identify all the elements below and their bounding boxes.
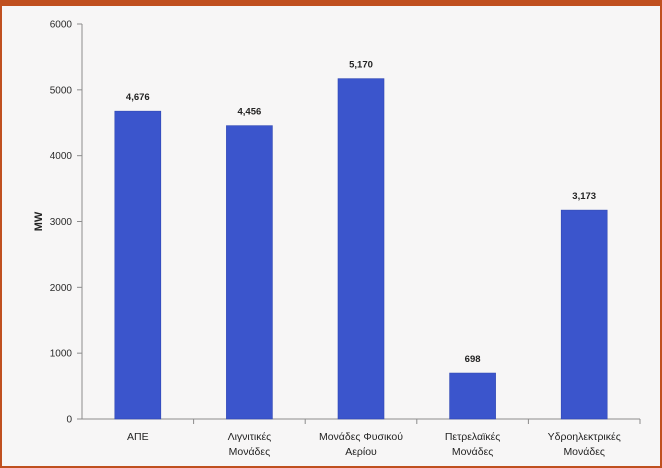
y-tick-label: 2000 (50, 283, 73, 294)
bar (449, 372, 496, 420)
y-tick-label: 6000 (50, 20, 73, 31)
data-label: 4,456 (238, 107, 262, 118)
data-label: 5,170 (349, 60, 373, 71)
x-tick-label: Λιγνιτικές (228, 431, 272, 443)
bars (114, 78, 608, 420)
data-label: 3,173 (572, 191, 596, 202)
x-tick-label: Υδροηλεκτρικές (548, 431, 621, 443)
x-tick-label: Πετρελαϊκές (445, 431, 501, 443)
y-tick-label: 0 (66, 415, 72, 426)
y-axis-label: MW (33, 211, 45, 231)
data-label: 698 (465, 354, 481, 365)
x-tick-label: Μονάδες (452, 446, 494, 458)
x-tick-label: ΑΠΕ (127, 431, 149, 443)
category-labels: ΑΠΕ Λιγνιτικές Μονάδες Μονάδες Φυσικού Αερίο… (127, 419, 641, 458)
x-tick-label: Μονάδες Φυσικού (319, 431, 403, 443)
x-tick-label: Αερίου (345, 446, 377, 458)
data-labels: 4,676 4,456 5,170 698 3,173 (126, 60, 596, 365)
bar (226, 125, 273, 420)
y-tick-label: 4000 (50, 151, 73, 162)
x-tick-label: Μονάδες (229, 446, 271, 458)
bar (337, 78, 385, 420)
x-tick-label: Μονάδες (563, 446, 605, 458)
data-label: 4,676 (126, 92, 150, 103)
bar (560, 209, 608, 420)
y-tick-label: 3000 (50, 217, 73, 228)
y-tick-label: 5000 (50, 85, 73, 96)
y-axis-ticks: 0 1000 2000 3000 4000 5000 6000 (50, 20, 82, 426)
y-tick-label: 1000 (50, 349, 73, 360)
chart-header-strip (0, 0, 662, 6)
bar (114, 110, 162, 420)
